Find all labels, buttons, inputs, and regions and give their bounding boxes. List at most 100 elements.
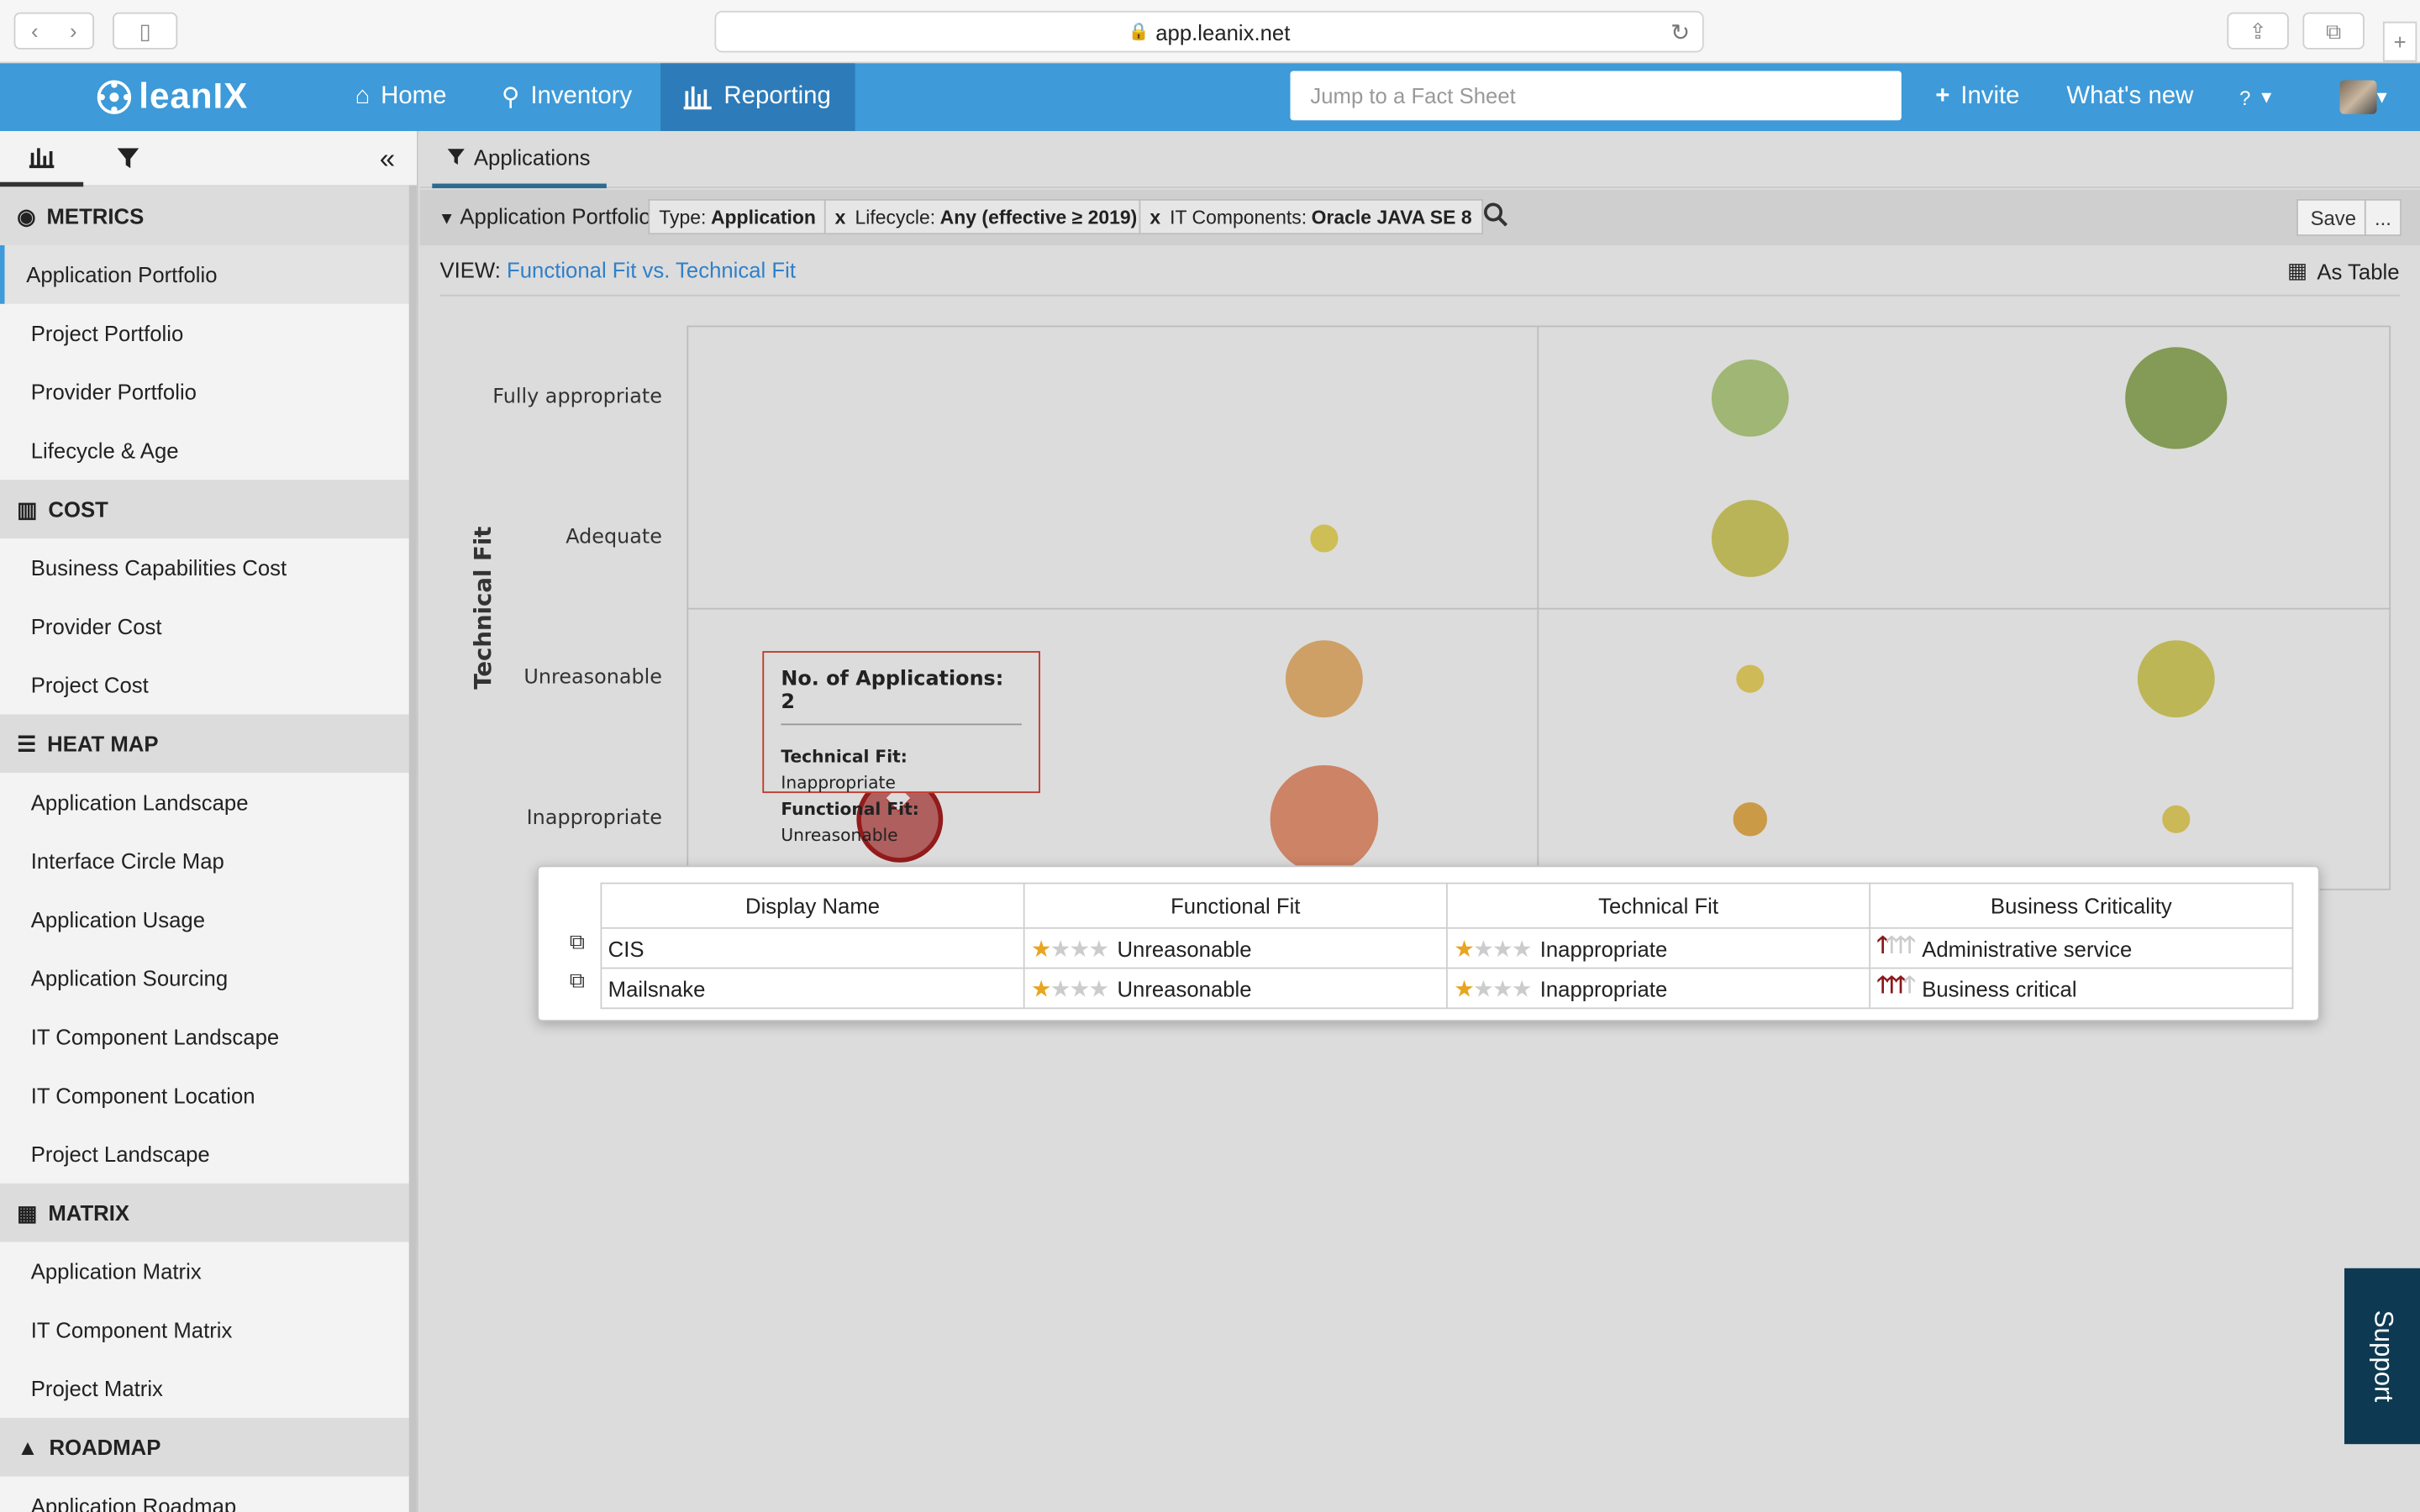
open-external-icon[interactable]: ⧉ [569,967,586,993]
back-forward-buttons[interactable]: ‹ › [13,12,95,50]
section-matrix: ▦ MATRIX [0,1183,417,1242]
avatar[interactable] [2339,80,2377,114]
nav-reporting[interactable]: Reporting [660,63,855,132]
arrow-up-icon: 🡑 [1876,932,1889,958]
filter-chip-type[interactable]: Type: Application [648,198,827,235]
reload-icon[interactable]: ↻ [1670,18,1691,46]
star-icon: ★ [1473,975,1494,1002]
sidebar-item-application-landscape[interactable]: Application Landscape [0,773,417,832]
share-button[interactable]: ⇪ [2227,12,2289,50]
logo-text: leanIX [139,75,249,116]
bubble-point[interactable] [1736,664,1765,693]
leanix-logo[interactable]: leanIX [96,76,248,118]
star-icon: ★ [1454,975,1475,1002]
nav-home-label: Home [381,83,447,110]
invite-button[interactable]: + Invite [1914,63,2042,131]
as-table-toggle[interactable]: ▦ As Table [2287,258,2400,284]
top-navigation: leanIX ⌂ Home ⚲ Inventory Reporting Jump t… [0,63,2420,132]
column-header[interactable]: Functional Fit [1023,882,1448,929]
table-row[interactable]: CIS ★★★★ Unreasonable ★★★★ Inappropriate 🡑🡑🡑🡑… [600,927,2294,969]
sidebar-item-application-portfolio[interactable]: Application Portfolio [0,245,417,304]
bubble-point[interactable] [2162,805,2191,833]
sidebar-item-it-component-location[interactable]: IT Component Location [0,1066,417,1125]
nav-inventory[interactable]: ⚲ Inventory [480,63,654,131]
app-name[interactable]: Mailsnake [608,975,706,1001]
bubble-point[interactable] [1733,802,1767,837]
column-header[interactable]: Display Name [600,882,1025,929]
sidebar-item-application-sourcing[interactable]: Application Sourcing [0,948,417,1008]
y-tick-label: Unreasonable [523,666,662,690]
tabs-button[interactable]: ⧉ [2302,12,2365,50]
applications-table: Display Name Functional Fit Technical Fi… [600,882,2294,1010]
sidebar-item-application-matrix[interactable]: Application Matrix [0,1242,417,1301]
nav-reporting-label: Reporting [723,83,831,110]
tab-applications[interactable]: Applications [432,131,606,189]
address-bar[interactable]: 🔒 app.leanix.net ↻ [714,10,1704,53]
tab-filters[interactable] [87,131,170,186]
bubble-point[interactable] [1310,524,1339,553]
grid-icon: ▦ [17,1200,38,1225]
plus-icon: + [2393,29,2407,55]
sidebar-item-interface-circle-map[interactable]: Interface Circle Map [0,831,417,890]
sidebar-toggle-button[interactable]: ▯ [113,12,178,50]
tooltip-functional-fit: Functional Fit: Unreasonable [781,796,1022,848]
filter-chip-it-components[interactable]: x IT Components: Oracle JAVA SE 8 [1139,198,1483,235]
cell-display-name[interactable]: CIS [600,927,1025,969]
bubble-point[interactable] [2137,639,2216,718]
sidebar-item-project-cost[interactable]: Project Cost [0,655,417,715]
support-button[interactable]: Support [2344,1268,2420,1445]
sidebar-item-application-usage[interactable]: Application Usage [0,890,417,949]
sidebar-item-it-component-matrix[interactable]: IT Component Matrix [0,1300,417,1360]
browser-toolbar: ‹ › ▯ 🔒 app.leanix.net ↻ ⇪ ⧉ + [0,0,2420,64]
sidebar-item-it-component-landscape[interactable]: IT Component Landscape [0,1007,417,1067]
bubble-point[interactable] [1711,359,1790,438]
sidebar-item-project-matrix[interactable]: Project Matrix [0,1359,417,1418]
invite-label: Invite [1960,83,2020,110]
rating-label: Unreasonable [1117,975,1252,1001]
forward-icon[interactable]: › [69,18,77,44]
bubble-point[interactable] [1711,499,1790,578]
bubble-point[interactable] [1285,639,1364,718]
tab-reports[interactable] [0,131,84,187]
share-icon: ⇪ [2249,18,2267,43]
sidebar-item-application-roadmap[interactable]: Application Roadmap [0,1476,417,1512]
help-menu[interactable]: ? ▾ [2217,63,2293,131]
save-button[interactable]: Save [2296,198,2370,237]
bubble-point[interactable] [2124,346,2228,450]
report-dropdown[interactable]: ▼ Application Portfolio [439,203,651,228]
sidebar-item-business-capabilities-cost[interactable]: Business Capabilities Cost [0,538,417,597]
view-link[interactable]: Functional Fit vs. Technical Fit [507,257,796,283]
fact-sheet-search-input[interactable]: Jump to a Fact Sheet [1290,71,1902,121]
bar-chart-icon [29,147,55,168]
sidebar-item-provider-cost[interactable]: Provider Cost [0,596,417,656]
star-icon: ★ [1491,935,1513,963]
column-header[interactable]: Technical Fit [1446,882,1871,929]
sidebar-item-provider-portfolio[interactable]: Provider Portfolio [0,362,417,422]
sidebar-item-project-landscape[interactable]: Project Landscape [0,1124,417,1184]
cell-functional-fit: ★★★★ Unreasonable [1023,927,1448,969]
search-icon: ⚲ [501,85,520,112]
divider [439,294,2401,297]
table-row[interactable]: Mailsnake ★★★★ Unreasonable ★★★★ Inappropria… [600,967,2294,1010]
new-tab-button[interactable]: + [2382,21,2417,62]
bubble-point[interactable] [1270,765,1378,873]
column-header[interactable]: Business Criticality [1869,882,2294,929]
y-tick-label: Fully appropriate [492,386,662,409]
view-label: VIEW: [439,257,501,283]
back-icon[interactable]: ‹ [31,18,39,44]
remove-chip-icon[interactable]: x [834,206,846,228]
app-name[interactable]: CIS [608,935,644,961]
search-icon[interactable] [1483,202,1508,234]
remove-chip-icon[interactable]: x [1150,206,1161,228]
user-menu-toggle[interactable]: ▾ [2368,63,2396,131]
sidebar-item-project-portfolio[interactable]: Project Portfolio [0,303,417,363]
open-external-icon[interactable]: ⧉ [569,928,586,954]
nav-home[interactable]: ⌂ Home [334,63,468,131]
whats-new-link[interactable]: What's new [2045,63,2215,131]
collapse-sidebar-button[interactable]: « [345,131,416,186]
sidebar-scrollbar[interactable] [408,185,417,1512]
cell-display-name[interactable]: Mailsnake [600,967,1025,1010]
sidebar-item-lifecycle-age[interactable]: Lifecycle & Age [0,421,417,480]
more-options-button[interactable]: ... [2364,198,2402,237]
filter-chip-lifecycle[interactable]: x Lifecycle: Any (effective ≥ 2019) [823,198,1149,235]
